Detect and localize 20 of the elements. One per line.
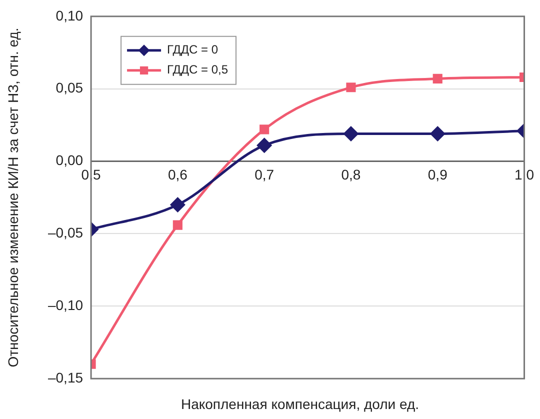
point xyxy=(344,126,358,142)
y-tick-label: 0,05 xyxy=(56,80,84,96)
x-tick-label: 0,7 xyxy=(254,166,274,183)
point xyxy=(346,82,356,92)
y-tick-label: 0,10 xyxy=(56,7,84,24)
point xyxy=(432,74,442,84)
x-axis-title: Накопленная компенсация, доли ед. xyxy=(180,396,420,412)
x-tick-label: 0,9 xyxy=(428,166,448,183)
y-tick-label: –0,10 xyxy=(48,297,84,314)
x-tick-label: 0,8 xyxy=(341,166,361,183)
x-tick-label: 0,6 xyxy=(168,166,188,183)
legend-label: ГДДС = 0 xyxy=(167,42,218,57)
y-tick-label: 0,00 xyxy=(56,152,84,168)
legend-label: ГДДС = 0,5 xyxy=(167,62,228,77)
y-tick-label: –0,05 xyxy=(48,224,84,241)
point xyxy=(430,126,445,142)
point xyxy=(257,138,272,153)
y-axis-title: Относительное изменение КИ/Н за счет НЗ, отн. ед. xyxy=(4,28,21,368)
y-tick-label: –0,15 xyxy=(48,369,84,386)
point xyxy=(260,124,270,134)
